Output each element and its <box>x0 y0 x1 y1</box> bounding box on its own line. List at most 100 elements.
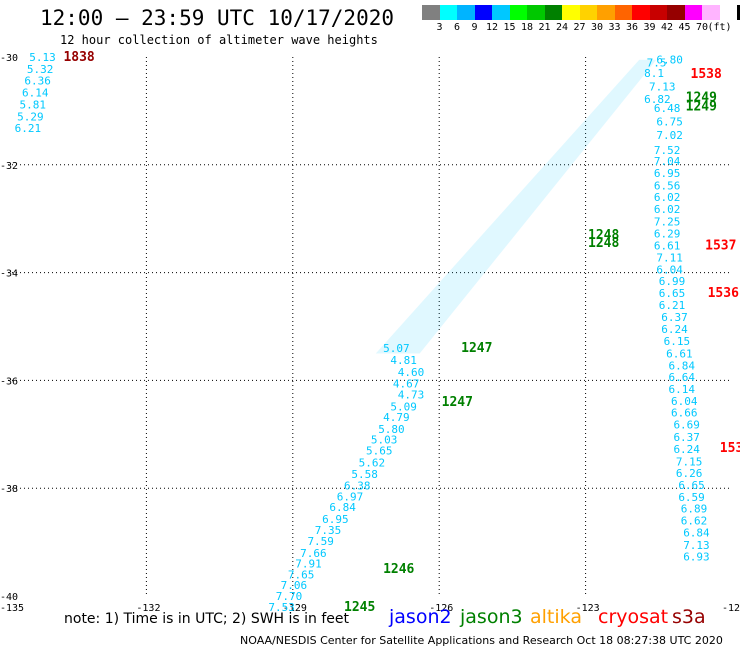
wave-height-value: 8.1 <box>644 67 664 80</box>
pass-time-label: 1247 <box>461 341 492 356</box>
pass-time-label: 1537 <box>705 239 736 254</box>
scale-swatch <box>562 5 580 20</box>
wave-height-value: 5.29 <box>17 110 44 123</box>
scale-swatch <box>527 5 545 20</box>
wave-height-value: 7.04 <box>654 155 681 168</box>
scale-label: 18 <box>520 22 534 33</box>
wave-height-value: 6.36 <box>24 75 51 88</box>
wave-height-value: 5.09 <box>390 400 417 413</box>
satellite-cryosat: cryosat <box>598 606 669 628</box>
wave-height-value: 6.02 <box>654 203 681 216</box>
x-tick-label: -123 <box>576 603 600 614</box>
scale-swatch <box>422 5 440 20</box>
scale-label: 9 <box>471 22 478 33</box>
wave-height-value: 6.61 <box>666 347 693 360</box>
scale-swatch <box>509 5 527 20</box>
wave-height-value: 6.24 <box>673 443 700 456</box>
scale-label: (ft) <box>707 22 732 33</box>
note-text: note: 1) Time is in UTC; 2) SWH is in fe… <box>64 611 350 627</box>
wave-height-value: 7.06 <box>281 579 308 592</box>
wave-height-value: 6.93 <box>683 551 710 564</box>
wave-height-value: 5.81 <box>20 98 47 111</box>
wave-height-value: 6.82 <box>644 93 671 106</box>
page-title: 12:00 — 23:59 UTC 10/17/2020 <box>40 6 395 30</box>
wave-height-value: 6.65 <box>678 479 705 492</box>
scale-label: 33 <box>608 22 621 33</box>
pass-time-label: 1249 <box>686 90 717 105</box>
wave-height-value: 7.11 <box>656 252 683 265</box>
wave-height-value: 4.81 <box>390 354 417 367</box>
wave-height-value: 7.02 <box>656 129 683 142</box>
scale-label: 6 <box>453 22 461 33</box>
wave-height-value: 6.48 <box>654 102 681 115</box>
color-scale <box>422 5 740 20</box>
satellite-jason2: jason2 <box>389 606 452 628</box>
wave-height-value: 6.95 <box>654 167 681 180</box>
wave-height-value: 6.97 <box>337 490 364 503</box>
scale-label: 30 <box>590 22 604 33</box>
scale-swatch <box>597 5 615 20</box>
scale-swatch <box>649 5 667 20</box>
scale-label: 39 <box>643 22 656 33</box>
x-tick-label: -126 <box>429 603 453 614</box>
scale-swatch <box>632 5 650 20</box>
wave-height-value: 6.84 <box>683 526 710 539</box>
wave-height-value: 6.04 <box>656 263 683 276</box>
pass-time-label: 1245 <box>344 600 375 615</box>
wave-height-value: 5.32 <box>27 63 54 76</box>
wave-height-value: 7.25 <box>654 215 681 228</box>
scale-swatch <box>702 5 720 20</box>
wave-height-value: 6.38 <box>344 480 371 493</box>
wave-height-value: 4.67 <box>393 378 420 391</box>
wave-height-value: 7.13 <box>649 81 676 94</box>
wave-height-value: 6.84 <box>669 359 696 372</box>
pass-time-label: 1246 <box>383 562 414 577</box>
wave-height-value: 7.52 <box>654 144 681 157</box>
y-tick-label: -34 <box>0 269 18 280</box>
satellite-jason3: jason3 <box>460 606 523 628</box>
pass-time-label: 1248 <box>588 228 619 243</box>
scale-swatch <box>667 5 685 20</box>
wave-height-value: 6.21 <box>15 122 42 135</box>
wave-height-value: 7.13 <box>683 539 710 552</box>
y-tick-label: -32 <box>0 161 18 172</box>
wave-height-value: 7.70 <box>276 590 303 603</box>
scale-swatch <box>474 5 492 20</box>
x-tick-label: -132 <box>136 603 160 614</box>
scale-label: 42 <box>660 22 674 33</box>
wave-height-value: 6.75 <box>656 116 683 129</box>
scale-swatch <box>719 5 737 20</box>
wave-height-value: 6.04 <box>671 395 698 408</box>
wave-height-value: 7.91 <box>295 558 322 571</box>
wave-height-value: 6.21 <box>659 299 686 312</box>
scale-label: 70 <box>695 22 709 33</box>
color-scale-labels: 3 6 9 12 15 18 21 24 27 30 33 36 39 42 45 70 (ft) <box>422 22 740 34</box>
wave-height-value: 6.24 <box>661 323 688 336</box>
wave-height-value: 5.62 <box>359 456 386 469</box>
scale-label: 24 <box>555 22 569 33</box>
pass-time-label: 1249 <box>686 100 717 115</box>
wave-height-value: 6.84 <box>329 501 356 514</box>
wave-height-value: 6.61 <box>654 240 681 253</box>
scale-swatch <box>492 5 510 20</box>
wave-height-value: 6.14 <box>669 383 696 396</box>
pass-time-label: 1536 <box>720 441 740 456</box>
wave-height-value: 6.80 <box>656 54 683 67</box>
wave-height-value: 7.15 <box>676 455 703 468</box>
credit-text: NOAA/NESDIS Center for Satellite Applica… <box>240 634 723 647</box>
wave-height-value: 6.59 <box>678 491 705 504</box>
scale-swatch <box>439 5 457 20</box>
wave-height-value: 6.89 <box>681 503 708 516</box>
wave-height-value: 6.26 <box>676 467 703 480</box>
wave-height-value: 6.37 <box>661 311 688 324</box>
wave-height-value: 6.62 <box>681 515 708 528</box>
y-tick-label: -30 <box>0 53 18 64</box>
wave-height-value: 5.13 <box>29 51 55 64</box>
wave-height-value: 7.35 <box>315 524 342 537</box>
wave-height-value: 6.65 <box>659 287 686 300</box>
scale-label: 27 <box>573 22 586 33</box>
scale-label: 3 <box>436 22 443 33</box>
wave-height-value: 6.56 <box>654 179 681 192</box>
scale-label: 36 <box>625 22 639 33</box>
